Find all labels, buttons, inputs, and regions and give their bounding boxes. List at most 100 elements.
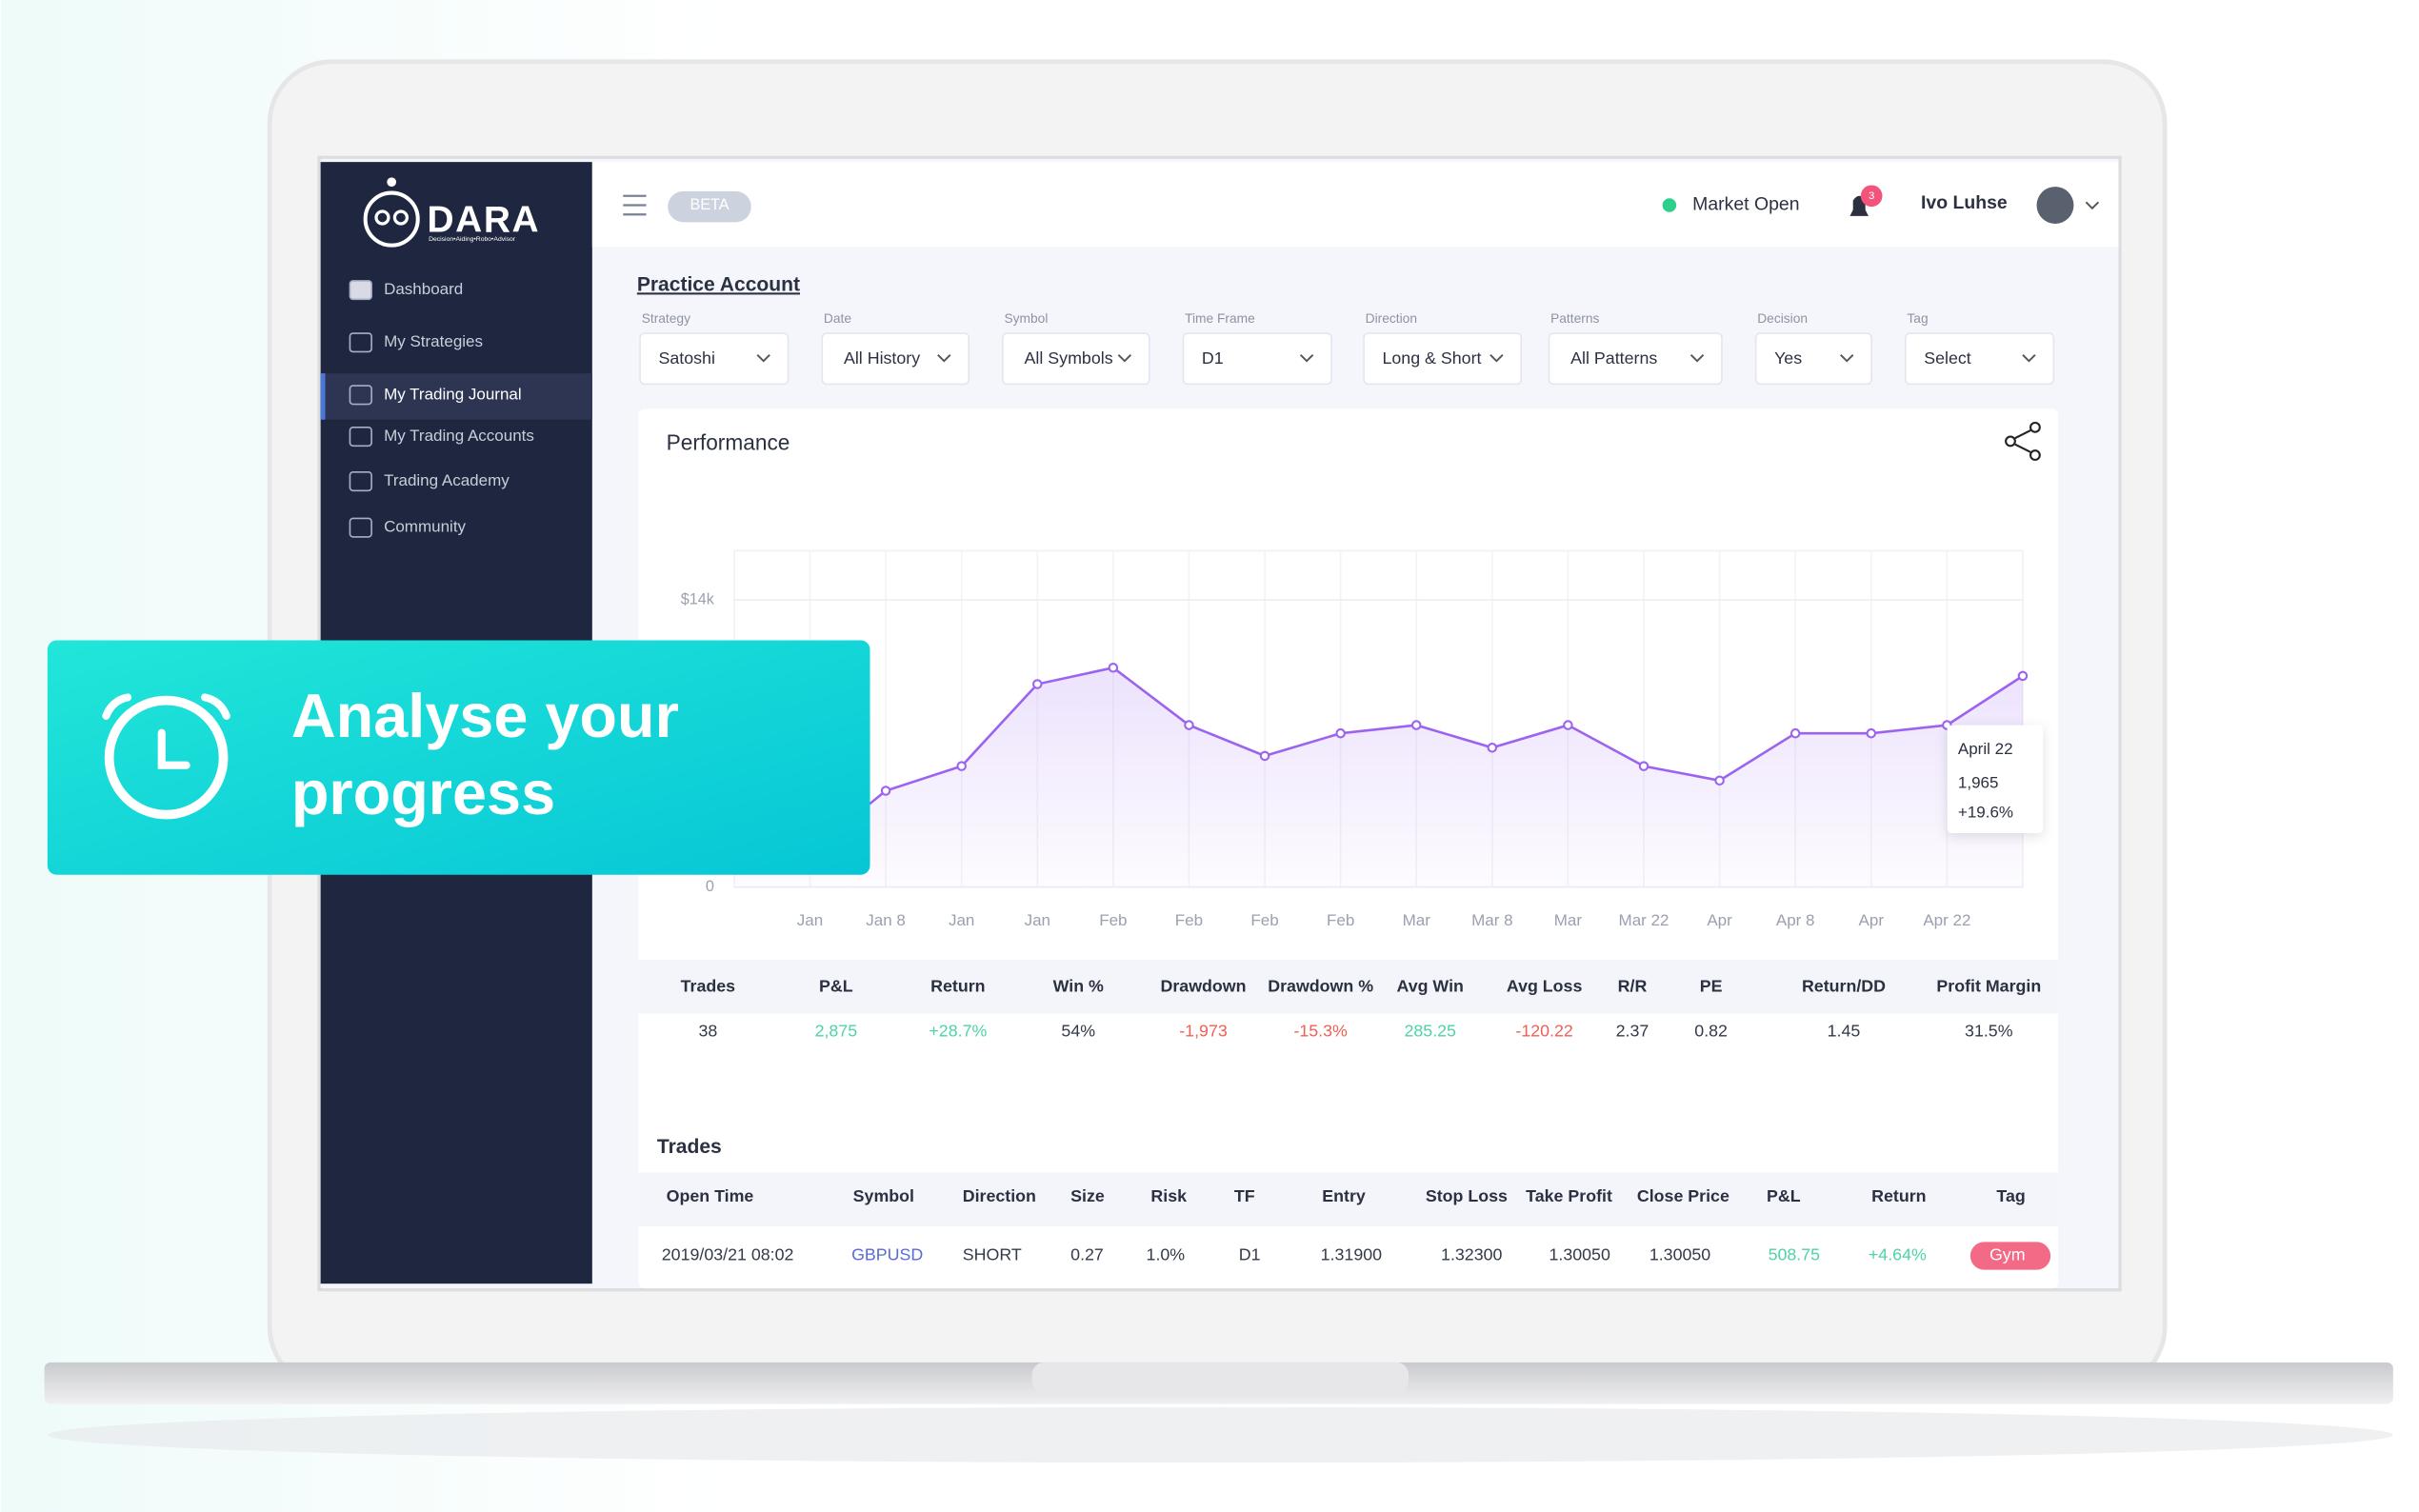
filter-label: Tag xyxy=(1907,311,1928,326)
point xyxy=(1032,679,1043,689)
filter-label: Patterns xyxy=(1550,311,1599,326)
filter-chevron xyxy=(1840,354,1854,363)
banner-text: progress xyxy=(291,758,555,827)
menu-item[interactable]: My Strategies xyxy=(384,332,483,350)
tag-pill xyxy=(1969,1242,2051,1270)
status-dot xyxy=(1662,198,1677,212)
stats-header: Avg Win xyxy=(1396,977,1463,996)
x-tick-label: Jan xyxy=(797,911,823,929)
x-tick-label: Jan xyxy=(949,911,974,929)
trade-cell: 1.30050 xyxy=(1549,1245,1609,1264)
tooltip-line: 1,965 xyxy=(1958,774,1999,792)
beta-badge xyxy=(668,190,751,223)
filter-value: Select xyxy=(1924,348,1971,368)
beta-text: BETA xyxy=(690,196,729,213)
trades-title: Trades xyxy=(657,1136,722,1158)
trade-cell: 0.27 xyxy=(1070,1245,1104,1264)
stats-header: PE xyxy=(1700,977,1723,996)
filter-label: Date xyxy=(824,311,851,326)
filter-value: Satoshi xyxy=(659,348,715,368)
trades-header-band xyxy=(638,1172,2059,1227)
topbar xyxy=(591,162,2119,248)
menu-item[interactable]: Trading Academy xyxy=(384,471,510,489)
x-tick-label: Apr 8 xyxy=(1776,911,1815,929)
point xyxy=(1866,727,1877,739)
menu-icon xyxy=(349,471,372,492)
tooltip-title: April 22 xyxy=(1958,740,2013,758)
x-tick-label: Mar xyxy=(1403,911,1431,929)
point xyxy=(1714,775,1725,786)
stats-value: 0.82 xyxy=(1694,1022,1728,1041)
filter-label: Decision xyxy=(1757,311,1808,326)
chart-title: Performance xyxy=(667,430,790,455)
filter-chevron xyxy=(756,354,770,363)
filter-chevron xyxy=(937,354,951,363)
x-tick-label: Mar xyxy=(1554,911,1583,929)
stats-value: 285.25 xyxy=(1404,1022,1456,1041)
filter-chevron xyxy=(2022,354,2036,363)
clock-hands xyxy=(157,728,190,769)
y-tick-label: 0 xyxy=(706,878,714,895)
area-fill xyxy=(733,667,2023,887)
trade-cell: SHORT xyxy=(963,1245,1022,1264)
x-tick-label: Jan xyxy=(1025,911,1050,929)
menu-icon xyxy=(349,332,372,353)
filter-value: Long & Short xyxy=(1382,348,1481,368)
clock-bells xyxy=(102,693,230,720)
avatar xyxy=(2036,187,2074,224)
x-tick-label: Feb xyxy=(1099,911,1127,929)
y-tick-label: $14k xyxy=(681,590,715,607)
stats-header: R/R xyxy=(1618,977,1648,996)
point xyxy=(1108,662,1119,673)
filter-box[interactable] xyxy=(639,332,790,386)
filter-box[interactable] xyxy=(1363,332,1523,386)
menu-icon xyxy=(349,517,372,538)
x-tick-label: Mar 8 xyxy=(1471,911,1512,929)
stats-header: Avg Loss xyxy=(1507,977,1583,996)
x-tick-label: Feb xyxy=(1327,911,1354,929)
filter-box[interactable] xyxy=(821,332,970,386)
market-status: Market Open xyxy=(1692,194,1799,215)
share-lines xyxy=(2014,429,2031,453)
shadow xyxy=(47,1406,2393,1463)
logo-eye xyxy=(374,209,390,226)
menu-item[interactable]: Community xyxy=(384,518,466,536)
logo-head xyxy=(363,190,420,248)
point xyxy=(956,761,967,771)
trades-header: Stop Loss xyxy=(1426,1186,1508,1205)
menu-icon xyxy=(349,385,372,406)
filter-box[interactable] xyxy=(1754,332,1872,386)
menu-item[interactable]: Dashboard xyxy=(384,280,463,298)
point xyxy=(1487,742,1498,753)
stats-value: -120.22 xyxy=(1515,1022,1573,1041)
laptop-notch xyxy=(1031,1362,1409,1394)
page-title: Practice Account xyxy=(637,273,800,295)
filter-box[interactable] xyxy=(1002,332,1150,386)
menu-item[interactable]: My Trading Accounts xyxy=(384,427,534,445)
share-icon[interactable] xyxy=(2005,421,2041,461)
stats-header: Trades xyxy=(681,977,736,996)
point xyxy=(1410,720,1422,730)
filter-value: All History xyxy=(844,348,920,368)
stats-header-band xyxy=(638,959,2059,1014)
x-tick-label: Feb xyxy=(1250,911,1278,929)
filter-box[interactable] xyxy=(1904,332,2055,386)
stats-value: +28.7% xyxy=(929,1022,987,1041)
menu-item[interactable]: My Trading Journal xyxy=(384,385,522,403)
stats-value: 31.5% xyxy=(1965,1022,2013,1041)
share-node xyxy=(2005,435,2016,448)
trade-cell: 2019/03/21 08:02 xyxy=(662,1245,794,1264)
filter-value: Yes xyxy=(1774,348,1802,368)
trades-header: Take Profit xyxy=(1526,1186,1612,1205)
trade-cell: D1 xyxy=(1239,1245,1261,1264)
x-tick-label: Apr xyxy=(1707,911,1732,929)
active-indicator xyxy=(320,373,326,420)
filter-box[interactable] xyxy=(1182,332,1332,386)
trades-header: Open Time xyxy=(667,1186,754,1205)
trades-header: Risk xyxy=(1150,1186,1187,1205)
filter-box[interactable] xyxy=(1548,332,1723,386)
x-tick-label: Jan 8 xyxy=(866,911,906,929)
notification-count: 3 xyxy=(1869,190,1874,202)
trades-header: Tag xyxy=(1996,1186,2025,1205)
